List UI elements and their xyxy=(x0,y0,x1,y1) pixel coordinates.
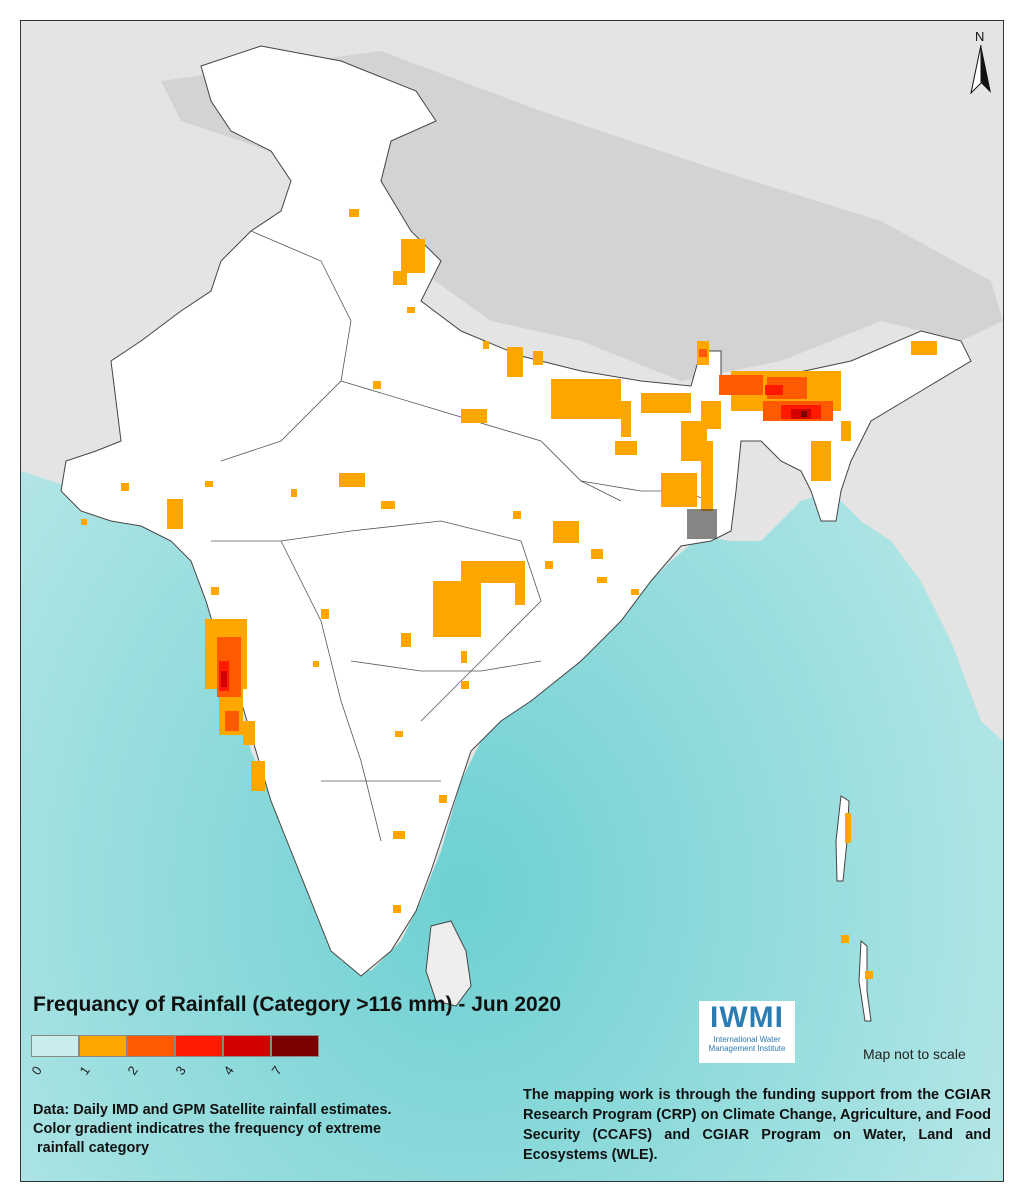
funding-note: The mapping work is through the funding … xyxy=(523,1087,991,1163)
data-note-line2: Color gradient indicatres the frequency … xyxy=(33,1121,382,1137)
legend-label-2: 2 xyxy=(124,1063,141,1078)
legend-label-7: 7 xyxy=(268,1063,285,1078)
legend-swatch-4 xyxy=(223,1035,271,1057)
data-note-line1: Data: Daily IMD and GPM Satellite rainfa… xyxy=(33,1102,392,1118)
legend-label-0: 0 xyxy=(28,1063,45,1078)
nicobar-islands xyxy=(858,939,872,1022)
legend-swatch-2 xyxy=(127,1035,175,1057)
legend: 0 1 2 3 4 7 xyxy=(28,1035,319,1087)
data-note-line3: rainfall category xyxy=(33,1140,150,1156)
data-note: Data: Daily IMD and GPM Satellite rainfa… xyxy=(33,1101,503,1158)
map-canvas xyxy=(21,21,1003,1181)
legend-swatch-0 xyxy=(31,1035,79,1057)
north-arrow: N xyxy=(969,29,993,95)
north-label: N xyxy=(975,29,985,44)
legend-swatch-3 xyxy=(175,1035,223,1057)
rainfall-patches xyxy=(81,209,937,979)
scale-note: Map not to scale xyxy=(863,1046,966,1062)
logo-line1: International Water xyxy=(713,1035,781,1044)
logo-line2: Management Institute xyxy=(708,1044,786,1053)
map-frame: N Frequancy of Rainfall (Category >116 m… xyxy=(20,20,1004,1182)
north-arrow-icon xyxy=(970,45,991,95)
logo-wordmark: IWMI xyxy=(710,1001,784,1034)
legend-swatch-7 xyxy=(271,1035,319,1057)
legend-label-1: 1 xyxy=(76,1063,93,1078)
delta-region xyxy=(687,509,717,539)
legend-swatches xyxy=(31,1035,319,1057)
map-title: Frequancy of Rainfall (Category >116 mm)… xyxy=(33,993,562,1016)
legend-label-3: 3 xyxy=(172,1063,189,1078)
legend-swatch-1 xyxy=(79,1035,127,1057)
legend-tick-labels: 0 1 2 3 4 7 xyxy=(28,1057,319,1087)
sri-lanka xyxy=(425,920,472,1007)
legend-label-4: 4 xyxy=(220,1063,237,1078)
iwmi-logo: IWMI International Water Management Inst… xyxy=(699,1001,795,1063)
